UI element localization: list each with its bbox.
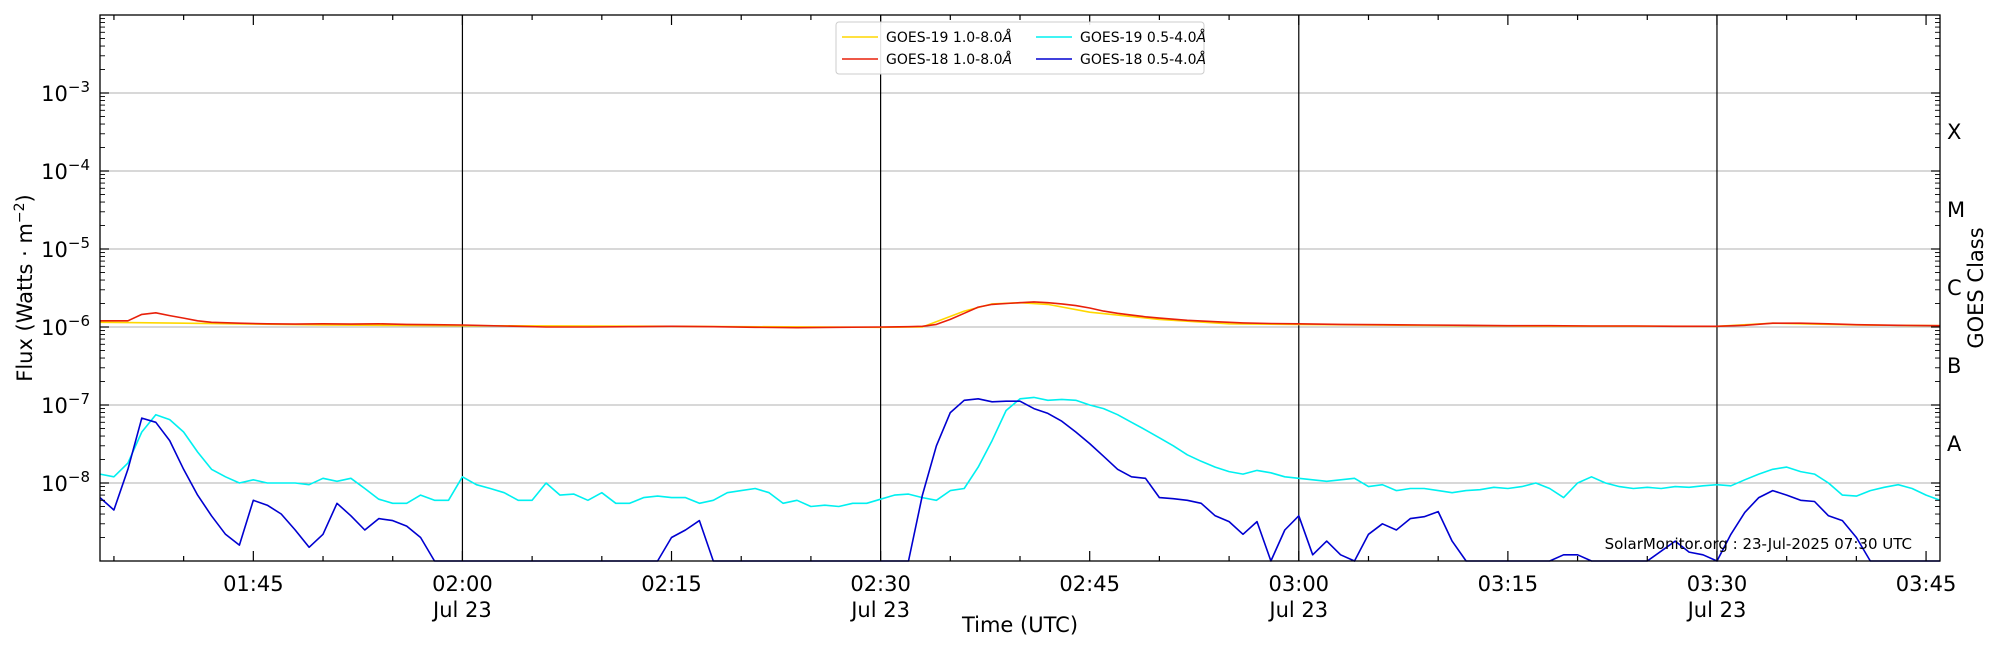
- x-tick-label: 03:15: [1478, 572, 1539, 596]
- x-tick-label: 03:30: [1687, 572, 1748, 596]
- legend-label-unit: Å: [1002, 29, 1013, 46]
- y-tick-exponent: −5: [68, 234, 90, 252]
- series-line-2: [99, 396, 1941, 508]
- y-axis-label-exponent: −2: [12, 202, 28, 223]
- legend-label-unit: Å: [1196, 51, 1207, 68]
- x-tick-label: 03:00: [1269, 572, 1330, 596]
- y-axis-label-main: Flux (Watts · m: [13, 223, 37, 382]
- legend-label-text: GOES-18 1.0-8.0: [886, 52, 1003, 68]
- y-tick-exponent: −3: [68, 78, 90, 96]
- x-tick-date-label: Jul 23: [1267, 598, 1328, 622]
- x-tick-label: 02:00: [432, 572, 493, 596]
- y-tick-label: 10−3: [41, 78, 90, 106]
- y-axis-ticks: 10−310−410−510−610−710−8: [41, 18, 1940, 538]
- x-tick-label: 02:30: [850, 572, 911, 596]
- legend-label: GOES-18 1.0-8.0Å: [886, 51, 1012, 68]
- legend-label: GOES-19 1.0-8.0Å: [886, 29, 1012, 46]
- legend-label-text: GOES-19 0.5-4.0: [1080, 30, 1197, 46]
- y-tick-label: 10−5: [41, 234, 90, 262]
- x-axis-label: Time (UTC): [961, 613, 1078, 637]
- goes-class-labels: X M C B A: [1947, 120, 1965, 456]
- x-tick-date-label: Jul 23: [849, 598, 910, 622]
- goes-class-label: C: [1947, 276, 1962, 300]
- goes-class-label: X: [1947, 120, 1961, 144]
- y-axis-label-close: ): [13, 194, 37, 202]
- goes-class-label: B: [1947, 354, 1961, 378]
- goes-class-label: M: [1947, 198, 1965, 222]
- credit-text: SolarMonitor.org : 23-Jul-2025 07:30 UTC: [1605, 535, 1912, 553]
- legend-label: GOES-18 0.5-4.0Å: [1080, 51, 1206, 68]
- y-tick-label: 10−7: [41, 390, 90, 418]
- y-tick-base: 10: [41, 82, 68, 106]
- x-tick-label: 03:45: [1896, 572, 1957, 596]
- goes-class-label: A: [1947, 432, 1962, 456]
- y-tick-exponent: −6: [68, 312, 90, 330]
- y-tick-base: 10: [41, 394, 68, 418]
- y-tick-exponent: −7: [68, 390, 90, 408]
- y-tick-base: 10: [41, 316, 68, 340]
- y-tick-base: 10: [41, 238, 68, 262]
- y-tick-label: 10−6: [41, 312, 90, 340]
- legend-label: GOES-19 0.5-4.0Å: [1080, 29, 1206, 46]
- series-line-1: [100, 301, 1941, 329]
- y-tick-exponent: −8: [68, 468, 90, 486]
- y-tick-label: 10−8: [41, 468, 90, 496]
- legend-label-unit: Å: [1002, 51, 1013, 68]
- x-tick-label: 02:15: [641, 572, 702, 596]
- legend-label-text: GOES-18 0.5-4.0: [1080, 52, 1197, 68]
- right-axis-label: GOES Class: [1964, 227, 1988, 348]
- y-tick-exponent: −4: [68, 156, 90, 174]
- grid-lines: [100, 92, 1940, 484]
- y-tick-base: 10: [41, 472, 68, 496]
- day-divider-lines: [461, 15, 1718, 561]
- legend-box: [835, 21, 1205, 75]
- x-tick-label: 01:45: [223, 572, 284, 596]
- x-tick-label: 02:45: [1059, 572, 1120, 596]
- y-axis-label: Flux (Watts · m−2): [12, 194, 37, 382]
- legend-label-unit: Å: [1196, 29, 1207, 46]
- x-tick-date-label: Jul 23: [1686, 598, 1747, 622]
- legend-label-text: GOES-19 1.0-8.0: [886, 30, 1003, 46]
- x-tick-date-label: Jul 23: [431, 598, 492, 622]
- y-tick-base: 10: [41, 160, 68, 184]
- y-tick-label: 10−4: [41, 156, 90, 184]
